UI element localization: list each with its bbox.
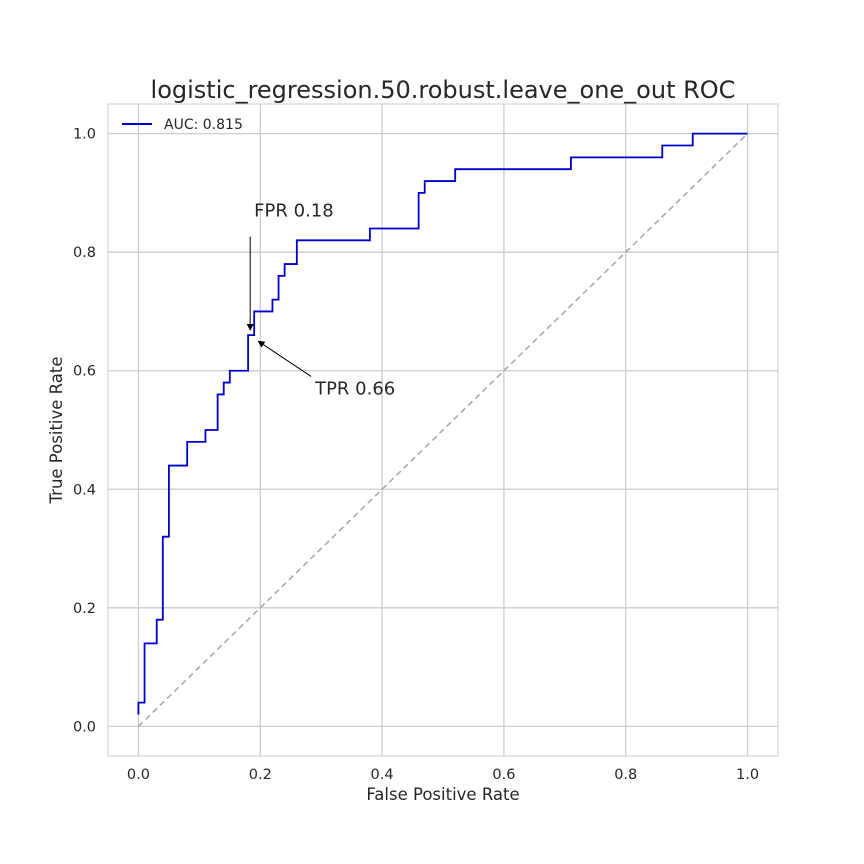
y-tick-label: 0.2 — [73, 601, 96, 617]
x-axis-ticks: 0.0 0.2 0.4 0.6 0.8 1.0 — [127, 767, 759, 783]
grid — [108, 104, 778, 756]
x-axis-label: False Positive Rate — [366, 785, 519, 804]
y-tick-label: 0.0 — [73, 719, 96, 735]
annotations: FPR 0.18 TPR 0.66 — [246, 201, 395, 399]
chart-title: logistic_regression.50.robust.leave_one_… — [151, 76, 736, 104]
y-tick-label: 0.4 — [73, 482, 96, 498]
y-axis-label: True Positive Rate — [47, 357, 66, 505]
y-tick-label: 0.8 — [73, 245, 96, 261]
x-tick-label: 1.0 — [736, 767, 759, 783]
x-tick-label: 0.2 — [249, 767, 272, 783]
x-tick-label: 0.8 — [614, 767, 637, 783]
annotation-arrow — [257, 340, 312, 377]
legend-label: AUC: 0.815 — [164, 117, 243, 133]
x-tick-label: 0.6 — [492, 767, 515, 783]
x-tick-label: 0.0 — [127, 767, 150, 783]
fpr-annotation: FPR 0.18 — [254, 201, 334, 222]
y-tick-label: 1.0 — [73, 127, 96, 143]
chance-diagonal-line — [137, 133, 749, 727]
y-axis-ticks: 0.0 0.2 0.4 0.6 0.8 1.0 — [73, 127, 96, 736]
tpr-annotation: TPR 0.66 — [314, 378, 395, 399]
x-tick-label: 0.4 — [371, 767, 394, 783]
legend: AUC: 0.815 — [122, 117, 243, 133]
roc-curve-line — [137, 132, 748, 715]
plot-lines — [137, 132, 749, 727]
y-tick-label: 0.6 — [73, 364, 96, 380]
